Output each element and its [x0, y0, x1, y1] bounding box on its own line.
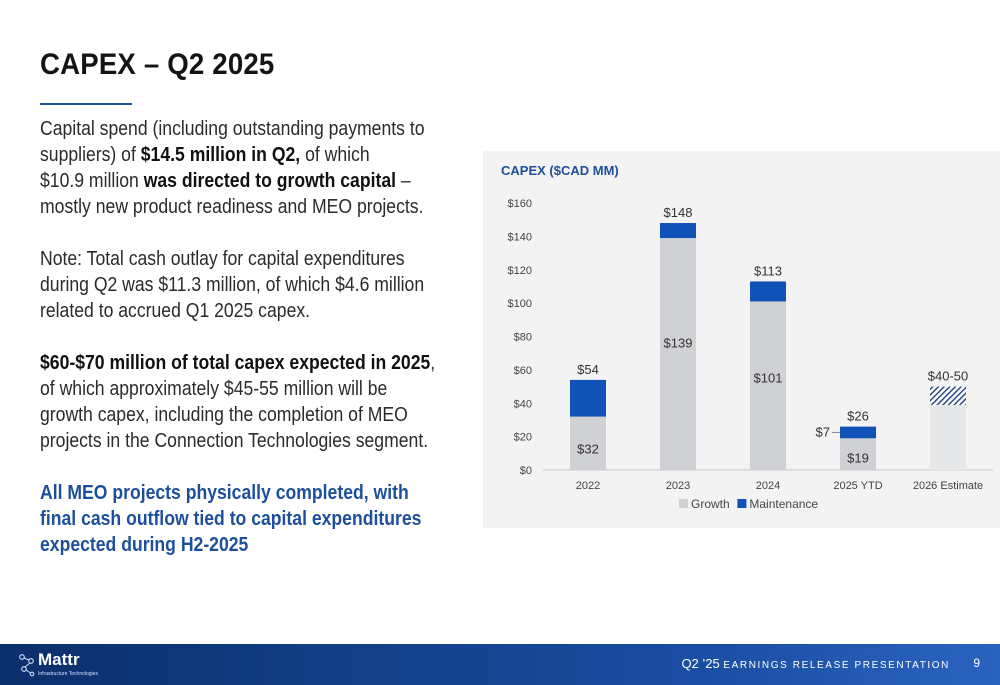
legend-label: Growth	[691, 497, 730, 511]
x-tick-label: 2026 Estimate	[913, 480, 983, 492]
growth-data-label: $139	[664, 335, 693, 350]
growth-data-label: $101	[754, 370, 783, 385]
y-tick-label: $0	[520, 465, 532, 477]
x-tick-label: 2025 YTD	[833, 480, 882, 492]
mattr-logo: Mattr Infrastructure Technologies	[18, 650, 138, 680]
legend-label: Maintenance	[749, 497, 818, 511]
maintenance-data-label: $7	[816, 424, 830, 439]
y-tick-label: $40	[514, 398, 532, 410]
y-tick-label: $60	[514, 365, 532, 377]
bar-growth	[840, 438, 876, 470]
bar-growth	[750, 301, 786, 470]
bar-maintenance	[570, 379, 606, 417]
logo-wordmark: Mattr	[38, 650, 80, 669]
total-data-label: $54	[577, 362, 599, 377]
logo-tagline: Infrastructure Technologies	[38, 671, 98, 677]
bar-maintenance	[750, 281, 786, 302]
meo-completion-callout: All MEO projects physically completed, w…	[40, 482, 422, 556]
total-data-label: $26	[847, 409, 869, 424]
capex-guidance-paragraph: $60-$70 million of total capex expected …	[40, 352, 436, 452]
body-text: Capital spend (including outstanding pay…	[40, 116, 480, 584]
bar-growth	[570, 416, 606, 470]
total-data-label: $40-50	[928, 369, 968, 384]
footer-caption: Q2 ’25 EARNINGS RELEASE PRESENTATION	[681, 656, 950, 671]
bar-maintenance	[840, 426, 876, 439]
footer-presentation-name: EARNINGS RELEASE PRESENTATION	[723, 660, 950, 671]
network-icon	[19, 654, 35, 677]
capital-spend-paragraph: Capital spend (including outstanding pay…	[40, 118, 425, 218]
x-tick-label: 2023	[666, 480, 690, 492]
bar-growth	[930, 404, 966, 470]
total-data-label: $148	[664, 205, 693, 220]
y-tick-label: $120	[508, 265, 532, 277]
bar-growth	[660, 238, 696, 470]
chart-title: CAPEX ($CAD MM)	[501, 163, 619, 178]
footer-quarter: Q2 ’25	[681, 656, 720, 671]
page-number: 9	[973, 656, 980, 670]
y-tick-label: $80	[514, 332, 532, 344]
bar-maintenance	[660, 223, 696, 239]
cash-outlay-note: Note: Total cash outlay for capital expe…	[40, 248, 425, 322]
y-tick-label: $100	[508, 298, 532, 310]
slide-title: CAPEX – Q2 2025	[40, 48, 275, 81]
x-tick-label: 2022	[576, 480, 600, 492]
footer-bar: Mattr Infrastructure Technologies Q2 ’25…	[0, 644, 1000, 685]
x-tick-label: 2024	[756, 480, 780, 492]
y-tick-label: $20	[514, 432, 532, 444]
y-tick-label: $140	[508, 231, 532, 243]
growth-data-label: $19	[847, 450, 869, 465]
title-underline	[40, 103, 132, 105]
capex-chart: $0 $20 $40 $60 $80 $100 $120 $140 $160 2022 $54 $3…	[508, 198, 993, 511]
legend-swatch	[737, 499, 747, 508]
legend-swatch	[679, 499, 688, 508]
growth-data-label: $32	[577, 442, 599, 457]
capex-chart-card: CAPEX ($CAD MM) $0 $20 $40 $60 $80 $100 $120 $1…	[483, 151, 1000, 528]
bar-estimate-range	[930, 386, 966, 405]
total-data-label: $113	[754, 263, 782, 278]
y-tick-label: $160	[508, 198, 532, 210]
